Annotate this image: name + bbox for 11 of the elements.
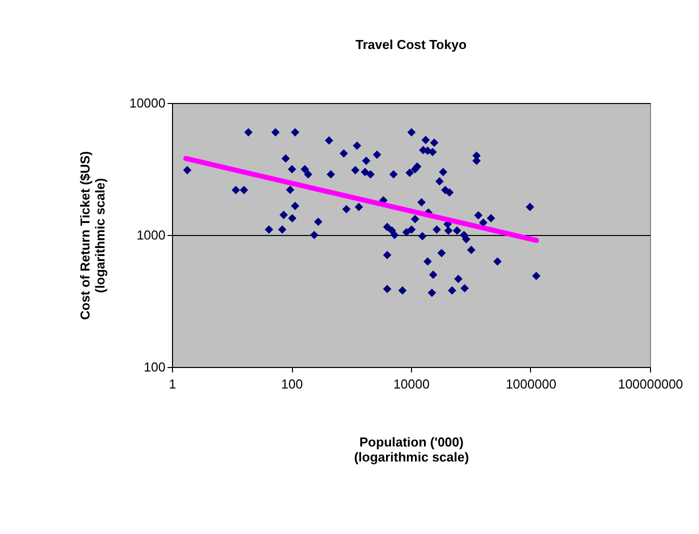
y-tick-label: 100 bbox=[144, 360, 166, 374]
y-tick-label: 10000 bbox=[129, 96, 166, 110]
x-tick-label: 100 bbox=[281, 376, 303, 392]
x-tick-label: 1 bbox=[168, 376, 176, 392]
y-tick-label: 1000 bbox=[136, 228, 166, 242]
x-tick-label: 1000000 bbox=[506, 376, 556, 392]
y-axis-title: Cost of Return Ticket ($US) (logarithmic scale) bbox=[77, 151, 108, 320]
x-tick-label: 10000 bbox=[393, 376, 430, 392]
x-tick-label: 100000000 bbox=[618, 376, 684, 392]
chart-title: Travel Cost Tokyo bbox=[355, 37, 467, 52]
x-axis-title: Population ('000) (logarithmic scale) bbox=[354, 434, 469, 464]
